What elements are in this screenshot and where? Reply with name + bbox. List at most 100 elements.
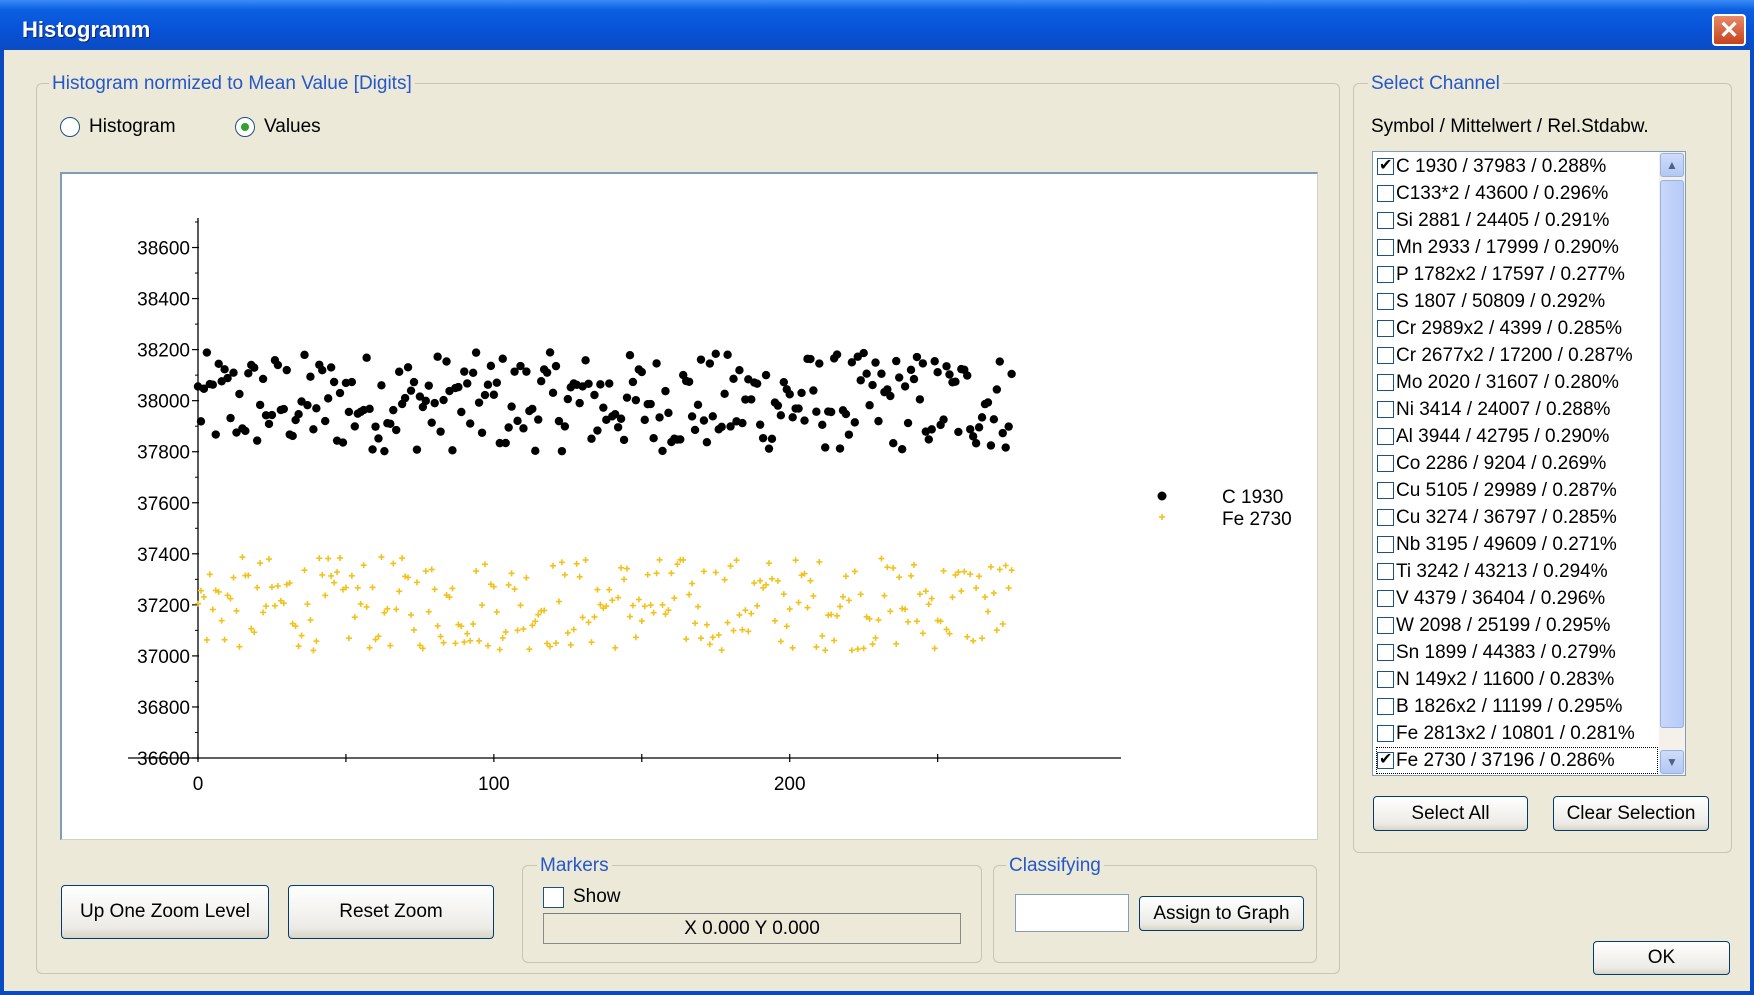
scroll-thumb[interactable] [1660, 180, 1684, 728]
channel-checkbox[interactable] [1377, 563, 1394, 580]
data-point-fe2730 [535, 611, 542, 618]
values-radio-label[interactable]: Values [264, 116, 321, 137]
channel-checkbox[interactable] [1377, 293, 1394, 310]
window-border-left [0, 50, 4, 995]
data-point-fe2730 [683, 636, 690, 643]
channel-list-item[interactable]: Sn 1899 / 44383 / 0.279% [1377, 640, 1616, 665]
data-point-c1930 [939, 415, 948, 424]
legend-label-c1930: C 1930 [1222, 487, 1283, 508]
data-point-c1930 [800, 416, 809, 425]
channel-list-item[interactable]: C 1930 / 37983 / 0.288% [1377, 154, 1606, 179]
channel-checkbox[interactable] [1377, 239, 1394, 256]
channel-checkbox[interactable] [1377, 644, 1394, 661]
channel-list-item[interactable]: Ti 3242 / 43213 / 0.294% [1377, 559, 1608, 584]
channel-list-item[interactable]: W 2098 / 25199 / 0.295% [1377, 613, 1610, 638]
data-point-fe2730 [689, 580, 696, 587]
channel-checkbox[interactable] [1377, 617, 1394, 634]
channel-checkbox[interactable] [1377, 320, 1394, 337]
ok-button[interactable]: OK [1593, 941, 1730, 975]
data-point-fe2730 [783, 623, 790, 630]
channel-checkbox[interactable] [1377, 725, 1394, 742]
data-point-fe2730 [695, 603, 702, 610]
channel-list-item[interactable]: Mo 2020 / 31607 / 0.280% [1377, 370, 1619, 395]
markers-show-checkbox[interactable] [543, 887, 564, 908]
data-point-c1930 [273, 360, 283, 370]
data-point-fe2730 [662, 611, 669, 618]
up-one-zoom-level-button[interactable]: Up One Zoom Level [61, 885, 269, 939]
channel-checkbox[interactable] [1377, 212, 1394, 229]
data-point-c1930 [755, 420, 765, 429]
channel-list-item[interactable]: Si 2881 / 24405 / 0.291% [1377, 208, 1609, 233]
channel-checkbox[interactable] [1377, 590, 1394, 607]
data-point-fe2730 [887, 608, 894, 615]
y-tick-label: 38200 [137, 341, 190, 362]
data-point-fe2730 [200, 593, 207, 600]
data-point-fe2730 [479, 602, 486, 609]
channel-list-item[interactable]: S 1807 / 50809 / 0.292% [1377, 289, 1605, 314]
data-point-c1930 [832, 350, 842, 359]
data-point-fe2730 [206, 571, 213, 578]
scroll-up-button[interactable]: ▲ [1660, 153, 1684, 177]
channel-checkbox[interactable] [1377, 671, 1394, 688]
channel-list[interactable]: C 1930 / 37983 / 0.288% C133*2 / 43600 / … [1372, 151, 1686, 776]
channel-checkbox[interactable] [1377, 155, 1394, 175]
data-point-c1930 [945, 370, 954, 379]
channel-list-item[interactable]: Cu 5105 / 29989 / 0.287% [1377, 478, 1617, 503]
channel-checkbox[interactable] [1377, 266, 1394, 283]
data-point-c1930 [211, 430, 220, 439]
markers-show-label[interactable]: Show [573, 886, 621, 907]
title-bar[interactable]: Histogramm ✕ [0, 0, 1754, 50]
channel-checkbox[interactable] [1377, 428, 1394, 445]
channel-list-item[interactable]: V 4379 / 36404 / 0.296% [1377, 586, 1605, 611]
data-point-fe2730 [467, 637, 474, 644]
channel-list-item[interactable]: C133*2 / 43600 / 0.296% [1377, 181, 1608, 206]
channel-checkbox[interactable] [1377, 749, 1394, 769]
scroll-down-button[interactable]: ▼ [1660, 750, 1684, 774]
channel-checkbox[interactable] [1377, 455, 1394, 472]
channel-checkbox[interactable] [1377, 509, 1394, 526]
data-point-c1930 [773, 401, 783, 410]
channel-list-item[interactable]: Fe 2813x2 / 10801 / 0.281% [1377, 721, 1635, 746]
histogram-radio[interactable] [60, 117, 80, 137]
channel-list-item[interactable]: N 149x2 / 11600 / 0.283% [1377, 667, 1614, 692]
histogram-radio-label[interactable]: Histogram [89, 116, 176, 137]
channel-list-item[interactable]: Cu 3274 / 36797 / 0.285% [1377, 505, 1617, 530]
classifying-input[interactable] [1015, 894, 1129, 932]
select-all-button[interactable]: Select All [1373, 796, 1528, 831]
channel-checkbox[interactable] [1377, 347, 1394, 364]
data-point-fe2730 [567, 641, 574, 648]
channel-list-item[interactable]: Ni 3414 / 24007 / 0.288% [1377, 397, 1610, 422]
channel-checkbox[interactable] [1377, 185, 1394, 202]
channel-list-item[interactable]: P 1782x2 / 17597 / 0.277% [1377, 262, 1625, 287]
channel-checkbox[interactable] [1377, 482, 1394, 499]
close-button[interactable]: ✕ [1712, 14, 1746, 46]
values-radio[interactable] [235, 117, 255, 137]
data-point-c1930 [255, 400, 265, 410]
channel-list-item[interactable]: Cr 2677x2 / 17200 / 0.287% [1377, 343, 1633, 368]
channel-list-item[interactable]: Al 3944 / 42795 / 0.290% [1377, 424, 1609, 449]
data-point-fe2730 [422, 568, 429, 575]
channel-checkbox[interactable] [1377, 374, 1394, 391]
channel-list-scrollbar[interactable]: ▲ ▼ [1659, 152, 1685, 775]
channel-list-item[interactable]: Fe 2730 / 37196 / 0.286% [1376, 747, 1658, 774]
channel-list-item[interactable]: Mn 2933 / 17999 / 0.290% [1377, 235, 1619, 260]
data-point-c1930 [995, 357, 1004, 366]
channel-checkbox[interactable] [1377, 698, 1394, 715]
channel-list-item[interactable]: Nb 3195 / 49609 / 0.271% [1377, 532, 1617, 557]
channel-list-item[interactable]: Co 2286 / 9204 / 0.269% [1377, 451, 1606, 476]
y-tick-label: 36600 [137, 749, 190, 770]
clear-selection-button[interactable]: Clear Selection [1553, 796, 1709, 831]
reset-zoom-button[interactable]: Reset Zoom [288, 885, 494, 939]
data-point-fe2730 [626, 613, 633, 620]
chart-area[interactable]: 36600 36800 37000 37200 37400 37600 37800 38000… [60, 172, 1318, 840]
channel-list-item[interactable]: B 1826x2 / 11199 / 0.295% [1377, 694, 1622, 719]
channel-list-item[interactable]: Cr 2989x2 / 4399 / 0.285% [1377, 316, 1622, 341]
channel-checkbox[interactable] [1377, 401, 1394, 418]
data-point-fe2730 [544, 640, 551, 647]
data-point-fe2730 [937, 618, 944, 625]
data-point-fe2730 [357, 600, 364, 607]
data-point-fe2730 [618, 564, 625, 571]
assign-to-graph-button[interactable]: Assign to Graph [1139, 896, 1304, 931]
data-point-fe2730 [1008, 567, 1015, 574]
channel-checkbox[interactable] [1377, 536, 1394, 553]
